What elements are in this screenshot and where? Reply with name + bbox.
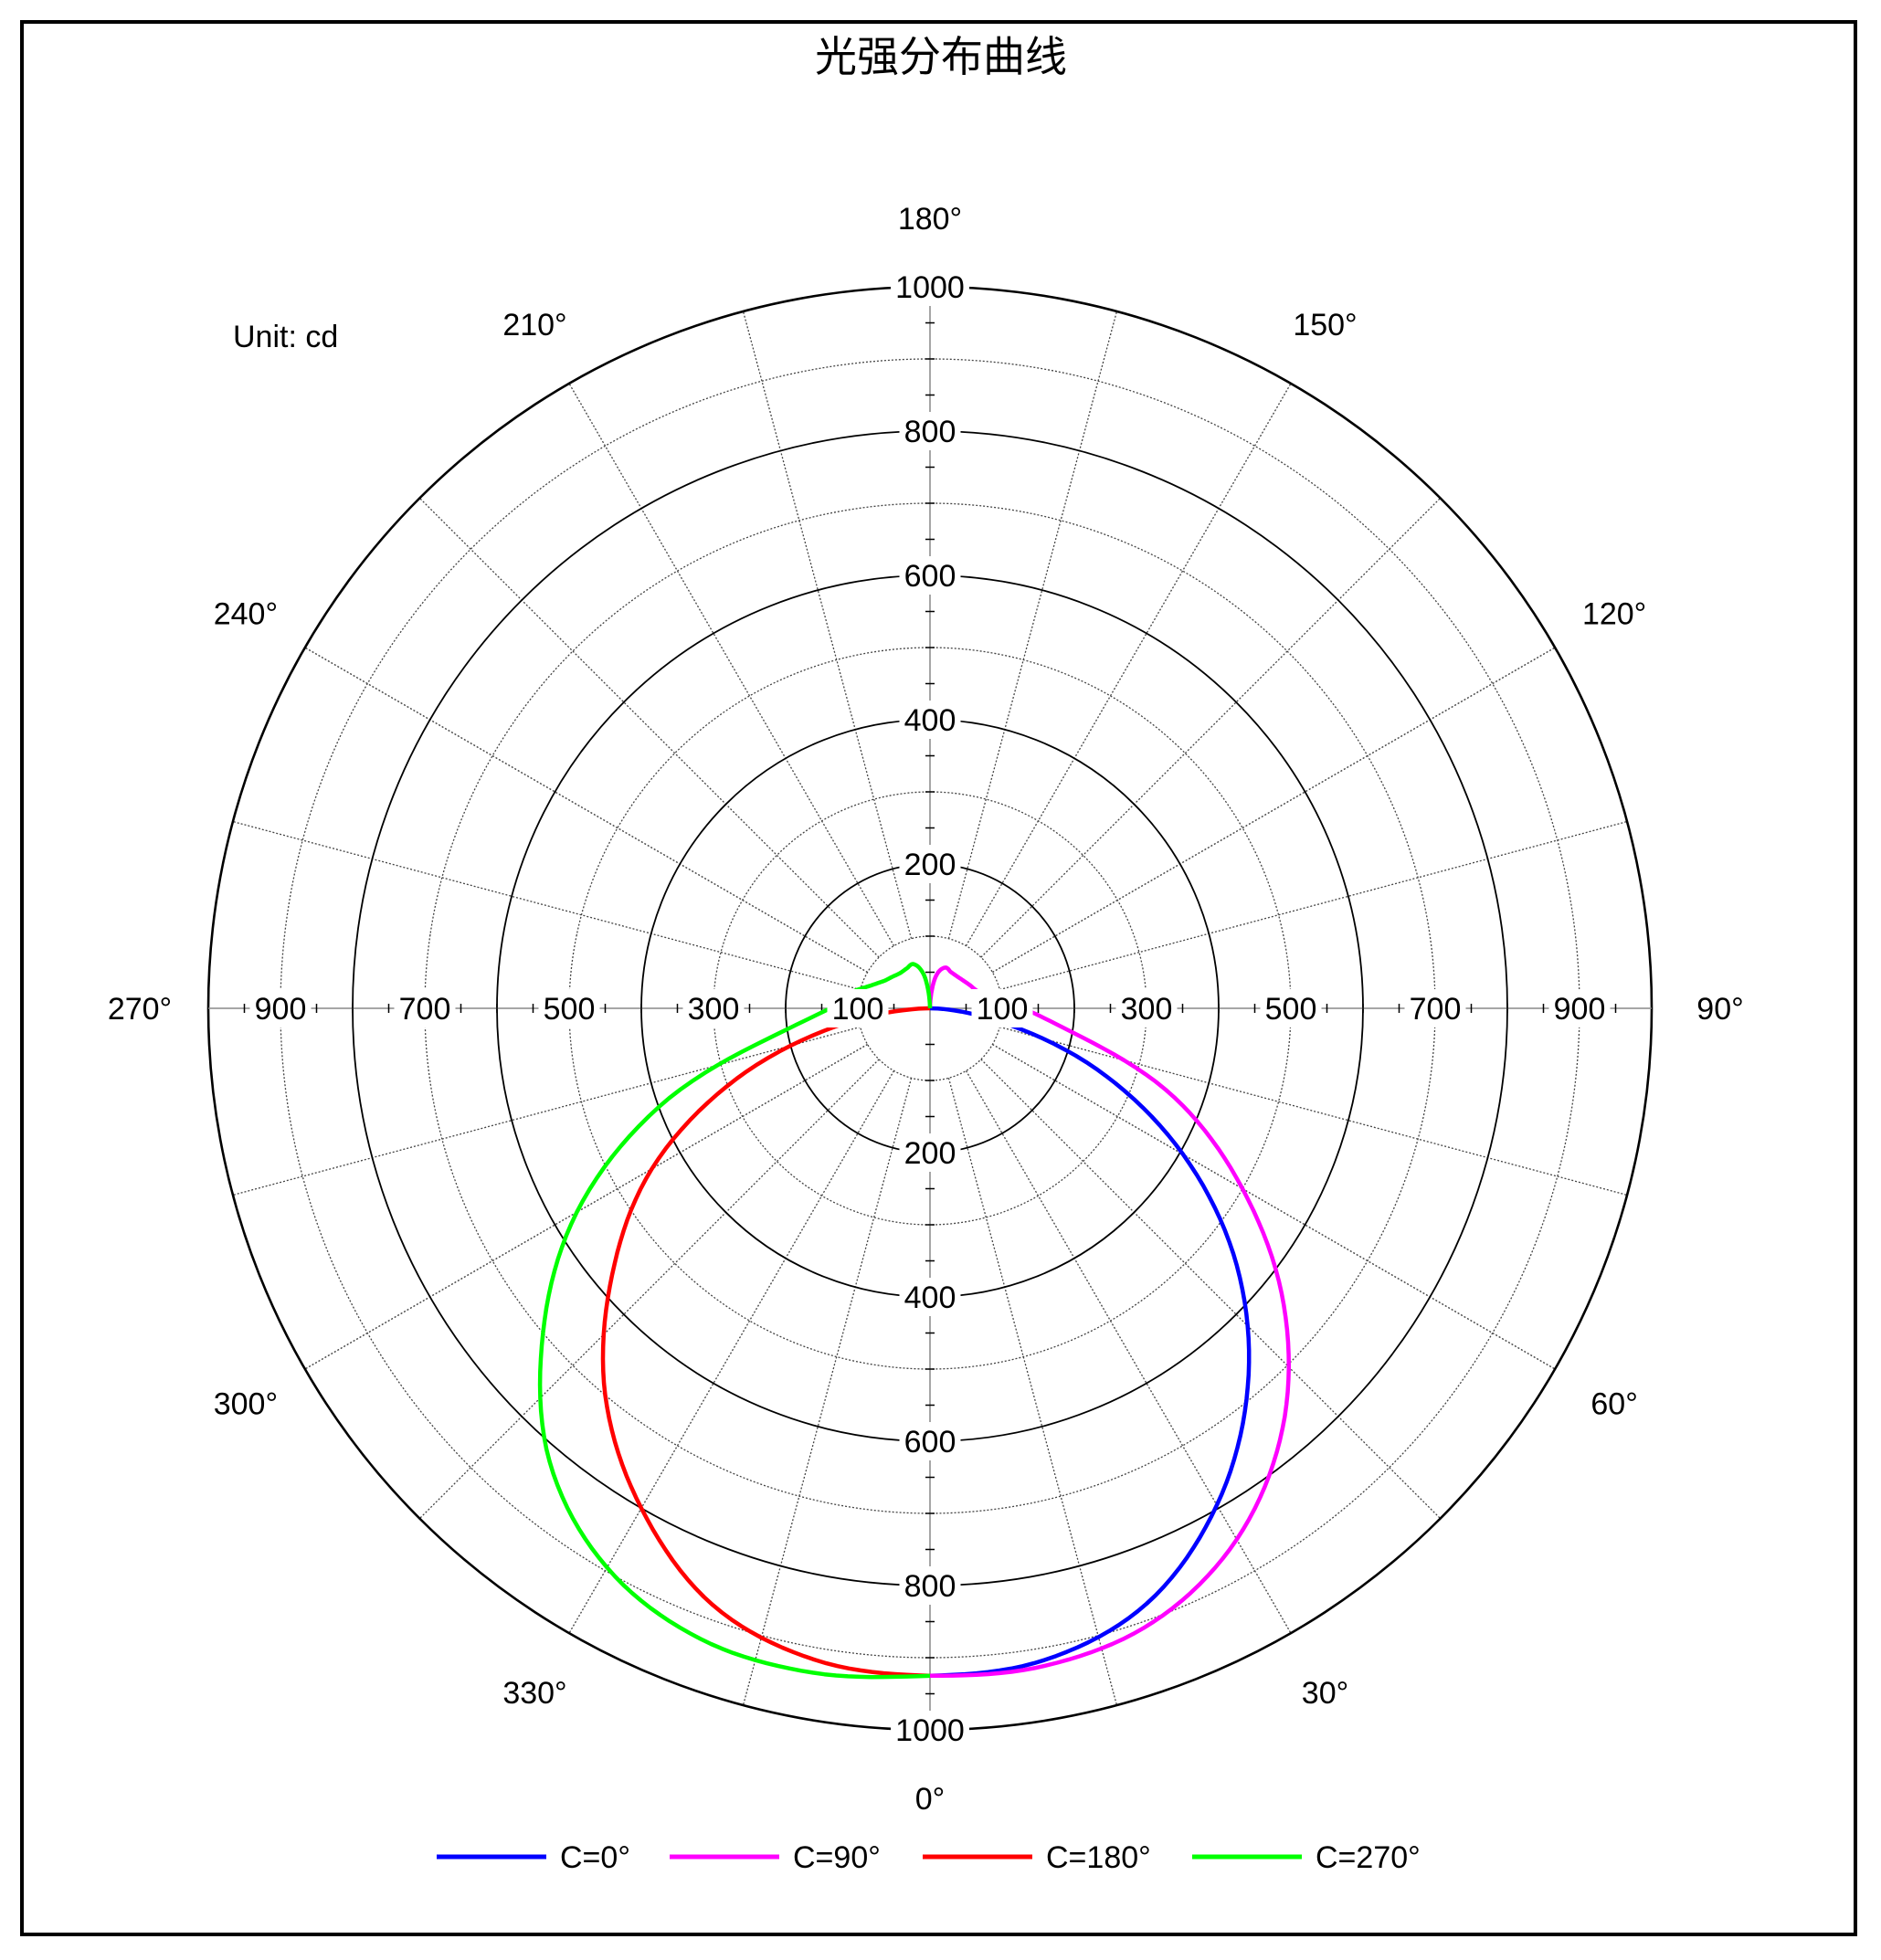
legend-label: C=90° xyxy=(793,1840,881,1875)
radial-tick-label: 400 xyxy=(904,703,956,738)
legend-label: C=0° xyxy=(560,1840,630,1875)
tick-label-bg xyxy=(249,989,312,1027)
spoke-line xyxy=(992,1043,1556,1370)
tick-label-bg xyxy=(899,556,961,595)
radial-tick-label: 1000 xyxy=(895,270,965,305)
angle-label: 270° xyxy=(108,992,172,1027)
legend-label: C=180° xyxy=(1046,1840,1151,1875)
spoke-line xyxy=(980,1059,1442,1520)
tick-label-bg xyxy=(899,1422,961,1460)
tick-label-bg xyxy=(899,701,961,739)
chart-frame xyxy=(20,20,1857,1936)
tick-label-bg xyxy=(1260,989,1322,1027)
radial-tick-label: 800 xyxy=(904,1569,956,1604)
spoke-line xyxy=(992,647,1556,974)
angle-label: 0° xyxy=(915,1782,946,1817)
angle-label: 90° xyxy=(1696,992,1743,1027)
tick-label-bg xyxy=(899,1133,961,1172)
radial-tick-label: 600 xyxy=(904,1425,956,1459)
series-curve xyxy=(600,1006,931,1679)
spoke-line xyxy=(232,820,861,991)
tick-label-bg xyxy=(538,989,600,1027)
spoke-line xyxy=(742,1078,913,1706)
radial-tick-label: 900 xyxy=(1554,992,1606,1027)
tick-label-bg xyxy=(899,1278,961,1316)
spoke-line xyxy=(947,1078,1118,1706)
angle-label: 30° xyxy=(1302,1676,1348,1711)
spoke-line xyxy=(947,311,1118,939)
spoke-line xyxy=(568,1070,895,1634)
radial-tick-label: 700 xyxy=(399,992,451,1027)
series-curve xyxy=(537,962,933,1680)
tick-label-bg xyxy=(971,989,1033,1027)
tick-label-bg xyxy=(682,989,745,1027)
legend-label: C=270° xyxy=(1316,1840,1421,1875)
radial-tick-label: 800 xyxy=(904,415,956,449)
radial-tick-label: 500 xyxy=(544,992,596,1027)
spoke-line xyxy=(965,383,1292,946)
radial-tick-label: 500 xyxy=(1265,992,1317,1027)
radial-tick-label: 200 xyxy=(904,1136,956,1171)
angle-label: 60° xyxy=(1590,1387,1637,1422)
radial-tick-label: 900 xyxy=(255,992,307,1027)
radial-tick-label: 400 xyxy=(904,1280,956,1315)
spoke-line xyxy=(418,1059,880,1520)
radial-tick-label: 600 xyxy=(904,559,956,594)
series-curve xyxy=(927,965,1292,1679)
radial-tick-label: 300 xyxy=(688,992,740,1027)
tick-label-bg xyxy=(1404,989,1466,1027)
labels: 200 200 400 400 600 600 800 800 1000 1000 100 100 30… xyxy=(108,202,1744,1817)
spoke-line xyxy=(999,820,1628,991)
tick-label-bg xyxy=(899,845,961,883)
series-curve xyxy=(929,1006,1252,1679)
tick-label-bg xyxy=(891,268,969,306)
radial-tick-label: 100 xyxy=(832,992,884,1027)
spoke-line xyxy=(232,1026,861,1196)
angle-label: 240° xyxy=(214,597,278,632)
spoke-line xyxy=(980,497,1442,958)
radial-tick-label: 100 xyxy=(977,992,1029,1027)
angle-label: 300° xyxy=(214,1387,278,1422)
angle-label: 180° xyxy=(898,202,962,237)
tick-label-bg xyxy=(899,412,961,450)
unit-label: Unit: cd xyxy=(233,320,338,354)
radial-tick-label: 700 xyxy=(1410,992,1462,1027)
tick-label-bg xyxy=(827,989,889,1027)
spoke-line xyxy=(304,1043,868,1370)
radial-tick-label: 200 xyxy=(904,848,956,882)
angle-label: 150° xyxy=(1293,308,1357,342)
spoke-line xyxy=(999,1026,1628,1196)
radial-tick-label: 1000 xyxy=(895,1713,965,1748)
angle-label: 120° xyxy=(1582,597,1646,632)
tick-label-bg xyxy=(1115,989,1178,1027)
angle-label: 210° xyxy=(502,308,566,342)
spoke-line xyxy=(418,497,880,958)
angle-label: 330° xyxy=(502,1676,566,1711)
legend: C=0° C=90° C=180° C=270° xyxy=(437,1840,1421,1875)
spoke-line xyxy=(742,311,913,939)
tick-label-bg xyxy=(891,1711,969,1749)
chart-title: 光强分布曲线 xyxy=(815,32,1067,81)
spoke-line xyxy=(965,1070,1292,1634)
spoke-line xyxy=(304,647,868,974)
tick-label-bg xyxy=(899,1566,961,1605)
radial-tick-label: 300 xyxy=(1121,992,1173,1027)
tick-label-bg xyxy=(394,989,456,1027)
tick-label-bg xyxy=(1548,989,1611,1027)
spoke-line xyxy=(568,383,895,946)
